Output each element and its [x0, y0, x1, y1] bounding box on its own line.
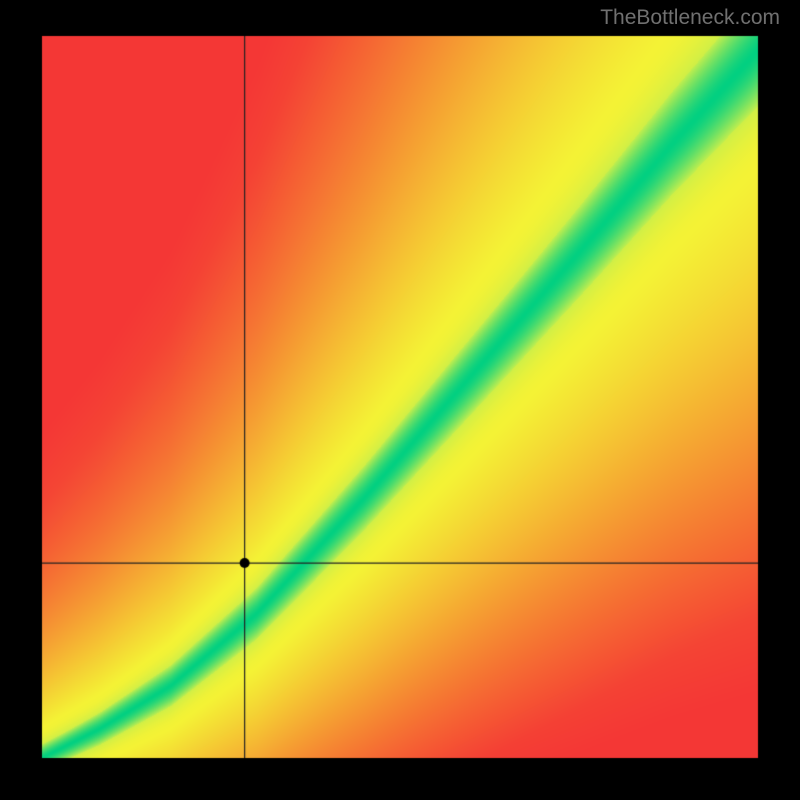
watermark-text: TheBottleneck.com — [600, 6, 780, 30]
bottleneck-heatmap-canvas — [0, 0, 800, 800]
chart-container: TheBottleneck.com — [0, 0, 800, 800]
